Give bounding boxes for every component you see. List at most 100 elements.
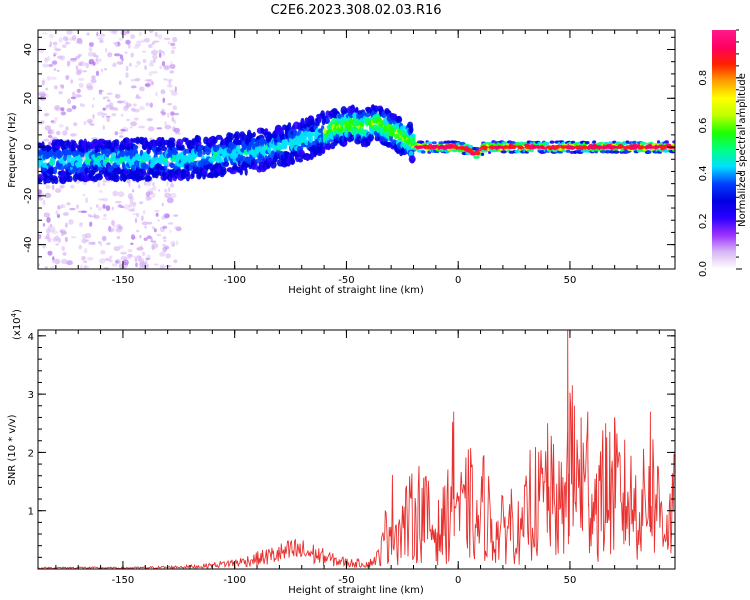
heatmap-noise-mark: [43, 212, 51, 218]
heatmap-band-mark: [481, 152, 485, 156]
colorbar-label: Normalized spectral amplitude: [737, 73, 748, 227]
colorbar-gradient: [712, 30, 736, 269]
heatmap-noise-mark: [171, 46, 177, 50]
heatmap-noise-mark: [101, 217, 108, 220]
heatmap-band-mark: [227, 132, 235, 141]
spectrogram-panel: -150 -100 -50 0 50 -40 -20 0 20 40 Height of str…: [7, 29, 676, 296]
heatmap-noise-mark: [53, 68, 57, 71]
heatmap-noise-mark: [109, 255, 113, 258]
heatmap-noise-mark: [149, 102, 153, 108]
heatmap-noise-mark: [38, 234, 41, 240]
heatmap-noise-mark: [153, 263, 159, 266]
heatmap-noise-mark: [126, 254, 133, 258]
heatmap-noise-mark: [83, 248, 88, 254]
heatmap-noise-mark: [154, 209, 160, 213]
heatmap-band-mark: [645, 150, 652, 154]
heatmap-noise-mark: [147, 78, 153, 84]
heatmap-noise-mark: [133, 45, 140, 49]
heatmap-band-mark: [235, 135, 240, 141]
heatmap-band-mark: [530, 149, 534, 153]
heatmap-noise-mark: [66, 108, 73, 113]
heatmap-noise-mark: [136, 229, 140, 233]
snr-x-tick-label: 50: [564, 575, 577, 586]
heatmap-band-mark: [599, 150, 607, 154]
heatmap-noise-mark: [174, 86, 177, 92]
heatmap-noise-mark: [77, 54, 81, 58]
heatmap-band-mark: [113, 174, 120, 183]
heatmap-noise-mark: [82, 193, 86, 197]
heatmap-noise-mark: [115, 94, 121, 99]
heatmap-noise-mark: [131, 189, 135, 193]
heatmap-noise-mark: [157, 34, 163, 40]
heatmap-noise-mark: [60, 204, 64, 209]
heatmap-band-mark: [66, 154, 72, 163]
heatmap-band-mark: [53, 176, 59, 185]
heatmap-noise-mark: [42, 63, 48, 68]
heatmap-peak-mark: [524, 145, 531, 149]
heatmap-noise-mark: [106, 117, 110, 123]
heatmap-noise-mark: [175, 226, 182, 232]
heatmap-noise-mark: [131, 86, 138, 89]
spectrogram-x-tick-label: -150: [112, 275, 135, 286]
heatmap-noise-mark: [129, 196, 134, 203]
heatmap-noise-mark: [103, 214, 107, 217]
heatmap-band-mark: [147, 176, 152, 182]
heatmap-noise-mark: [152, 182, 155, 186]
heatmap-band-mark: [526, 148, 531, 152]
heatmap-noise-mark: [144, 79, 152, 82]
heatmap-noise-mark: [162, 246, 167, 253]
heatmap-noise-mark: [125, 65, 129, 72]
heatmap-band-mark: [549, 140, 555, 144]
heatmap-noise-mark: [120, 113, 124, 117]
heatmap-noise-mark: [80, 222, 83, 227]
heatmap-noise-mark: [51, 61, 58, 65]
heatmap-noise-mark: [99, 39, 104, 43]
heatmap-noise-mark: [47, 225, 51, 231]
heatmap-noise-mark: [170, 49, 175, 55]
heatmap-noise-mark: [139, 31, 142, 37]
colorbar-tick-label: 0.0: [698, 261, 709, 277]
heatmap-noise-mark: [153, 228, 157, 233]
heatmap-band-mark: [144, 154, 152, 161]
heatmap-noise-mark: [49, 41, 53, 47]
snr-y-tick-label: 2: [28, 448, 34, 459]
heatmap-band-mark: [270, 160, 277, 169]
heatmap-noise-mark: [144, 225, 147, 229]
heatmap-noise-mark: [168, 80, 171, 85]
heatmap-noise-mark: [101, 115, 105, 118]
heatmap-band-mark: [399, 125, 407, 132]
heatmap-band-mark: [446, 140, 451, 144]
heatmap-band-mark: [113, 139, 120, 147]
heatmap-noise-mark: [65, 126, 69, 131]
heatmap-peak-mark: [431, 145, 438, 149]
heatmap-noise-mark: [85, 62, 90, 69]
heatmap-noise-mark: [172, 36, 178, 43]
heatmap-noise-mark: [44, 125, 52, 131]
heatmap-noise-mark: [141, 221, 149, 226]
heatmap-noise-mark: [55, 130, 61, 136]
heatmap-noise-mark: [116, 100, 124, 104]
heatmap-noise-mark: [113, 53, 121, 57]
heatmap-noise-mark: [138, 265, 144, 269]
heatmap-peak-mark: [653, 145, 660, 149]
heatmap-noise-mark: [86, 256, 94, 261]
spectrogram-y-tick-label: -20: [23, 188, 34, 204]
heatmap-noise-mark: [142, 263, 149, 269]
heatmap-noise-mark: [42, 79, 46, 82]
heatmap-noise-mark: [59, 84, 64, 88]
heatmap-noise-mark: [108, 102, 114, 108]
heatmap-band-mark: [431, 141, 437, 145]
heatmap-noise-mark: [175, 240, 179, 246]
heatmap-noise-mark: [46, 64, 54, 67]
heatmap-band-mark: [163, 161, 169, 167]
heatmap-noise-mark: [91, 104, 94, 108]
heatmap-noise-mark: [157, 219, 161, 222]
heatmap-noise-mark: [122, 259, 129, 266]
heatmap-noise-mark: [151, 81, 154, 86]
heatmap-noise-mark: [130, 234, 136, 240]
heatmap-noise-mark: [164, 65, 169, 69]
heatmap-noise-mark: [117, 204, 123, 208]
colorbar-tick-label: 0.4: [698, 165, 709, 181]
heatmap-noise-mark: [99, 241, 103, 247]
heatmap-noise-mark: [95, 204, 99, 208]
